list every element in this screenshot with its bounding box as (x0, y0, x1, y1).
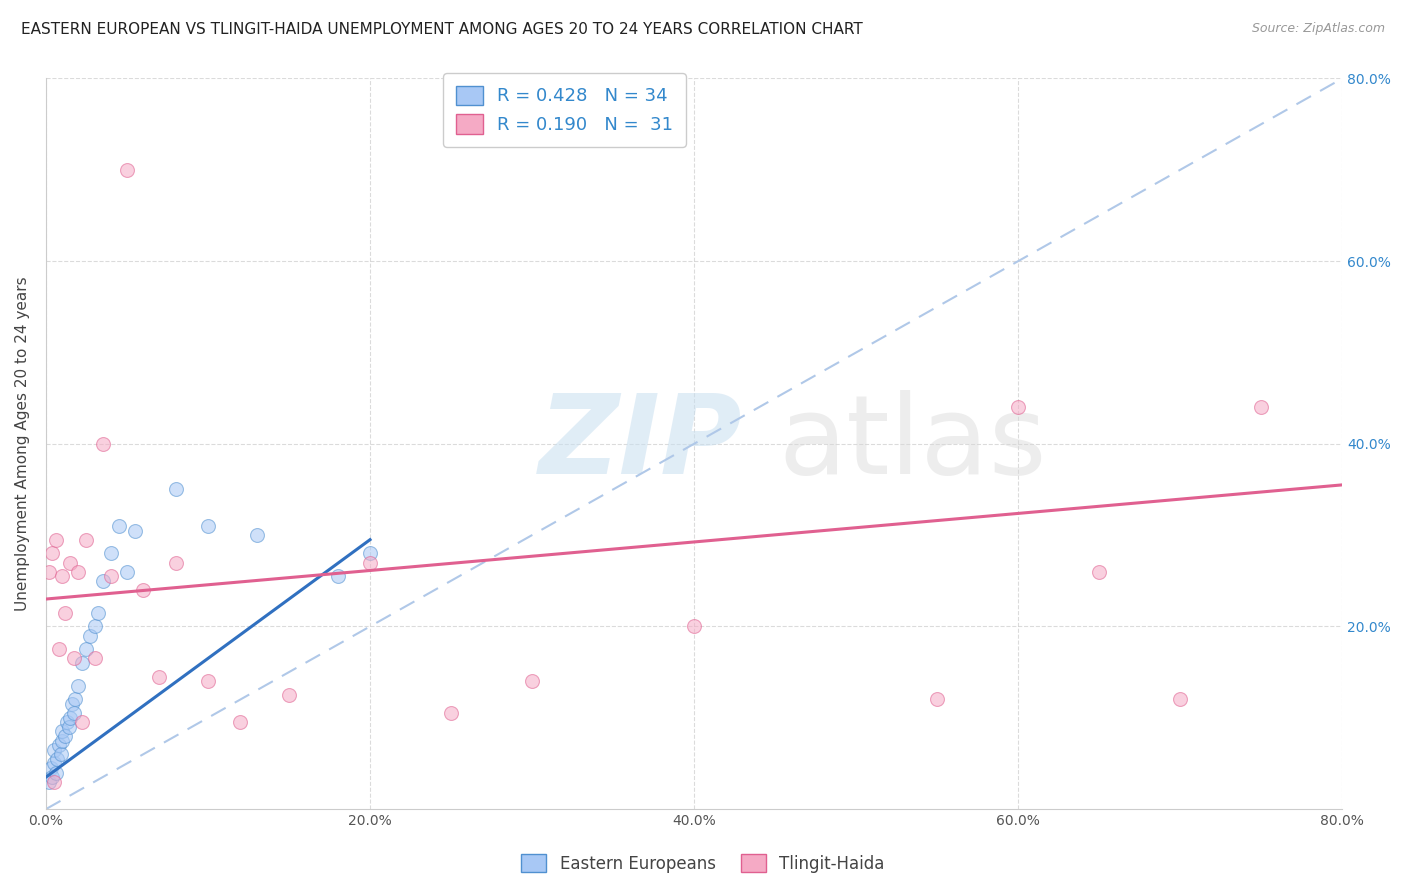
Point (148, 670, 170, 684)
Point (41, 546, 63, 560)
Point (45, 765, 67, 780)
Point (51, 724, 73, 739)
Text: ZIP: ZIP (538, 391, 742, 497)
Point (79, 629, 101, 643)
Point (56, 715, 79, 730)
Point (108, 519, 131, 533)
Point (520, 674, 543, 689)
Point (76, 642, 98, 657)
Point (42, 756, 65, 771)
Point (55, 729, 77, 743)
Point (1250, 401, 1272, 415)
Text: Source: ZipAtlas.com: Source: ZipAtlas.com (1251, 22, 1385, 36)
Point (683, 619, 706, 633)
Legend: Eastern Europeans, Tlingit-Haida: Eastern Europeans, Tlingit-Haida (515, 847, 891, 880)
Point (927, 692, 949, 706)
Point (45, 533, 67, 547)
Point (100, 569, 122, 583)
Point (42, 742, 65, 756)
Point (58, 720, 80, 734)
Y-axis label: Unemployment Among Ages 20 to 24 years: Unemployment Among Ages 20 to 24 years (15, 277, 30, 611)
Point (62, 651, 84, 665)
Point (197, 519, 219, 533)
Point (91, 574, 114, 588)
Point (1168, 692, 1191, 706)
Point (326, 569, 349, 583)
Point (91, 437, 114, 451)
Point (55, 606, 77, 620)
Point (115, 565, 138, 579)
Point (1007, 401, 1029, 415)
Point (197, 674, 219, 689)
Point (76, 533, 98, 547)
Point (83, 651, 105, 665)
Point (67, 679, 90, 693)
Point (278, 688, 301, 702)
Point (48, 738, 70, 752)
Point (38, 565, 60, 579)
Point (165, 556, 187, 570)
Point (70, 656, 93, 670)
Point (49, 747, 72, 762)
Point (63, 692, 86, 706)
Point (165, 483, 187, 497)
Point (359, 556, 381, 570)
Point (39, 761, 62, 775)
Point (46, 752, 69, 766)
Legend: R = 0.428   N = 34, R = 0.190   N =  31: R = 0.428 N = 34, R = 0.190 N = 31 (443, 73, 686, 147)
Point (42, 774, 65, 789)
Point (60, 697, 83, 711)
Point (67, 565, 90, 579)
Point (38, 774, 60, 789)
Point (59, 711, 82, 725)
Point (229, 715, 252, 730)
Point (51, 569, 73, 583)
Point (41, 770, 63, 784)
Point (59, 556, 82, 570)
Point (359, 546, 381, 560)
Point (100, 546, 122, 560)
Point (48, 642, 70, 657)
Point (62, 706, 84, 721)
Point (51, 733, 73, 747)
Point (124, 524, 146, 538)
Point (70, 715, 93, 730)
Point (132, 582, 155, 597)
Point (83, 619, 105, 633)
Point (115, 162, 138, 177)
Point (246, 528, 269, 542)
Point (440, 706, 463, 721)
Point (1088, 565, 1111, 579)
Point (87, 606, 110, 620)
Text: EASTERN EUROPEAN VS TLINGIT-HAIDA UNEMPLOYMENT AMONG AGES 20 TO 24 YEARS CORRELA: EASTERN EUROPEAN VS TLINGIT-HAIDA UNEMPL… (21, 22, 863, 37)
Text: atlas: atlas (779, 391, 1047, 497)
